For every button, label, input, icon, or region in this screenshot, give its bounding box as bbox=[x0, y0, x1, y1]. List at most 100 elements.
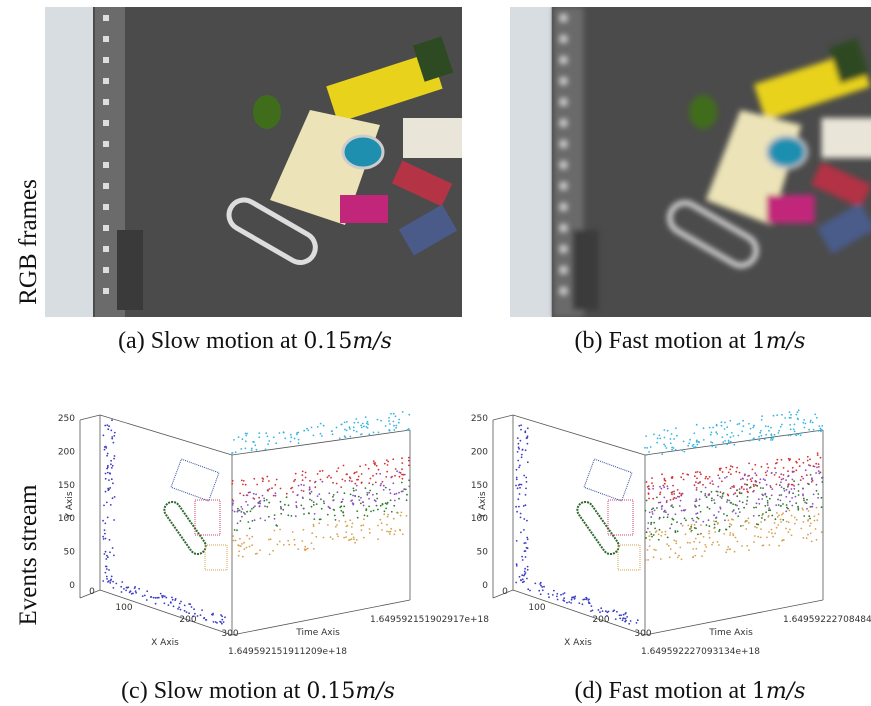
event-dot bbox=[619, 614, 621, 616]
event-dot bbox=[651, 482, 653, 484]
event-dot bbox=[719, 468, 721, 470]
event-dot bbox=[300, 484, 302, 486]
event-dot bbox=[521, 484, 523, 486]
event-dot bbox=[703, 536, 705, 538]
event-dot bbox=[812, 422, 814, 424]
event-dot bbox=[327, 514, 329, 516]
object-events bbox=[195, 500, 220, 535]
event-dot bbox=[757, 536, 759, 538]
event-dot bbox=[323, 500, 325, 502]
event-dot bbox=[680, 495, 682, 497]
event-dot bbox=[592, 610, 594, 612]
event-dot bbox=[105, 478, 107, 480]
event-dot bbox=[778, 432, 780, 434]
event-dot bbox=[271, 487, 273, 489]
event-dot bbox=[521, 556, 523, 558]
event-dot bbox=[747, 496, 749, 498]
event-dot bbox=[352, 523, 354, 525]
event-dot bbox=[519, 493, 521, 495]
event-dot bbox=[362, 524, 364, 526]
event-dot bbox=[771, 488, 773, 490]
rail-hole bbox=[560, 267, 566, 273]
event-dot bbox=[775, 463, 777, 465]
event-dot bbox=[350, 494, 352, 496]
event-dot bbox=[373, 432, 375, 434]
event-dot bbox=[712, 542, 714, 544]
event-dot bbox=[107, 556, 109, 558]
event-dot bbox=[515, 506, 517, 508]
event-dot bbox=[401, 482, 403, 484]
event-dot bbox=[798, 490, 800, 492]
event-dot bbox=[529, 590, 531, 592]
event-dot bbox=[700, 524, 702, 526]
event-dot bbox=[816, 539, 818, 541]
event-dot bbox=[776, 414, 778, 416]
event-dot bbox=[242, 508, 244, 510]
event-dot bbox=[370, 511, 372, 513]
event-dot bbox=[795, 502, 797, 504]
event-dot bbox=[685, 533, 687, 535]
event-dot bbox=[623, 617, 625, 619]
event-dot bbox=[247, 521, 249, 523]
event-dot bbox=[372, 475, 374, 477]
event-dot bbox=[574, 597, 576, 599]
event-dot bbox=[786, 504, 788, 506]
event-dot bbox=[664, 483, 666, 485]
event-dot bbox=[107, 581, 109, 583]
caption-text: (d) Fast motion at bbox=[575, 678, 747, 704]
event-dot bbox=[661, 488, 663, 490]
event-dot bbox=[737, 435, 739, 437]
event-dot bbox=[769, 544, 771, 546]
event-dot bbox=[328, 492, 330, 494]
event-dot bbox=[693, 432, 695, 434]
event-dot bbox=[705, 476, 707, 478]
event-dot bbox=[779, 484, 781, 486]
event-dot bbox=[517, 487, 519, 489]
x-tick-label: 200 bbox=[179, 615, 196, 625]
event-dot bbox=[172, 599, 174, 601]
event-dot bbox=[765, 472, 767, 474]
event-dot bbox=[318, 522, 320, 524]
event-dot bbox=[729, 469, 731, 471]
event-dot bbox=[332, 482, 334, 484]
event-dot bbox=[367, 421, 369, 423]
event-dot bbox=[683, 451, 685, 453]
event-dot bbox=[321, 435, 323, 437]
event-dot bbox=[612, 610, 614, 612]
caption-text: (b) Fast motion at bbox=[575, 328, 747, 354]
event-dot bbox=[393, 518, 395, 520]
event-dot bbox=[626, 616, 628, 618]
event-dot bbox=[194, 613, 196, 615]
event-dot bbox=[769, 498, 771, 500]
time-end-label: 1.649592151902917e+18 bbox=[370, 615, 489, 625]
event-dot bbox=[772, 437, 774, 439]
rail-hole bbox=[560, 78, 566, 84]
event-dot bbox=[322, 481, 324, 483]
event-dot bbox=[111, 419, 113, 421]
event-dot bbox=[245, 448, 247, 450]
event-dot bbox=[694, 524, 696, 526]
event-dot bbox=[781, 479, 783, 481]
event-dot bbox=[761, 466, 763, 468]
event-dot bbox=[303, 513, 305, 515]
event-dot bbox=[320, 498, 322, 500]
event-dot bbox=[164, 602, 166, 604]
event-dot bbox=[386, 471, 388, 473]
event-dot bbox=[344, 480, 346, 482]
event-dot bbox=[394, 493, 396, 495]
event-dot bbox=[365, 509, 367, 511]
rail-hole bbox=[103, 36, 109, 42]
event-dot bbox=[822, 476, 824, 478]
event-dot bbox=[309, 486, 311, 488]
event-dot bbox=[340, 486, 342, 488]
event-dot bbox=[232, 510, 234, 512]
event-dot bbox=[349, 428, 351, 430]
event-dot bbox=[523, 505, 525, 507]
event-dot bbox=[388, 429, 390, 431]
event-dot bbox=[683, 441, 685, 443]
event-dot bbox=[723, 492, 725, 494]
event-dot bbox=[346, 430, 348, 432]
event-dot bbox=[608, 611, 610, 613]
event-dot bbox=[240, 520, 242, 522]
event-dot bbox=[746, 488, 748, 490]
